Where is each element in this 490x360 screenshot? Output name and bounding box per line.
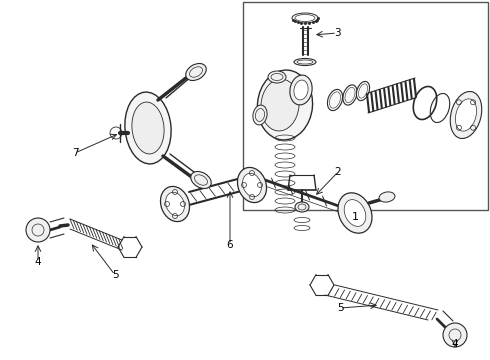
- Ellipse shape: [238, 167, 267, 203]
- Text: 5: 5: [337, 303, 343, 313]
- Ellipse shape: [295, 202, 309, 212]
- Text: 7: 7: [72, 148, 78, 158]
- Ellipse shape: [450, 91, 482, 139]
- Ellipse shape: [253, 105, 267, 125]
- Ellipse shape: [455, 99, 477, 131]
- Ellipse shape: [294, 80, 308, 100]
- Text: 5: 5: [112, 270, 118, 280]
- Text: 1: 1: [351, 212, 359, 222]
- Text: 4: 4: [452, 339, 458, 349]
- Text: 2: 2: [335, 167, 342, 177]
- Ellipse shape: [356, 81, 369, 100]
- Ellipse shape: [132, 102, 164, 154]
- Circle shape: [26, 218, 50, 242]
- Ellipse shape: [327, 89, 343, 111]
- Ellipse shape: [166, 192, 184, 216]
- Ellipse shape: [344, 200, 366, 226]
- Ellipse shape: [290, 75, 312, 105]
- Ellipse shape: [125, 92, 171, 164]
- Ellipse shape: [338, 193, 372, 233]
- Text: 3: 3: [334, 28, 341, 38]
- Circle shape: [443, 323, 467, 347]
- Ellipse shape: [379, 192, 395, 202]
- Text: 4: 4: [35, 257, 41, 267]
- Ellipse shape: [243, 173, 261, 197]
- Ellipse shape: [343, 85, 357, 105]
- Ellipse shape: [257, 70, 313, 140]
- Ellipse shape: [191, 171, 211, 189]
- Ellipse shape: [261, 79, 299, 131]
- Bar: [243, 2, 488, 210]
- Text: 6: 6: [227, 240, 233, 250]
- Ellipse shape: [161, 186, 190, 221]
- Ellipse shape: [186, 63, 206, 81]
- Ellipse shape: [268, 71, 286, 83]
